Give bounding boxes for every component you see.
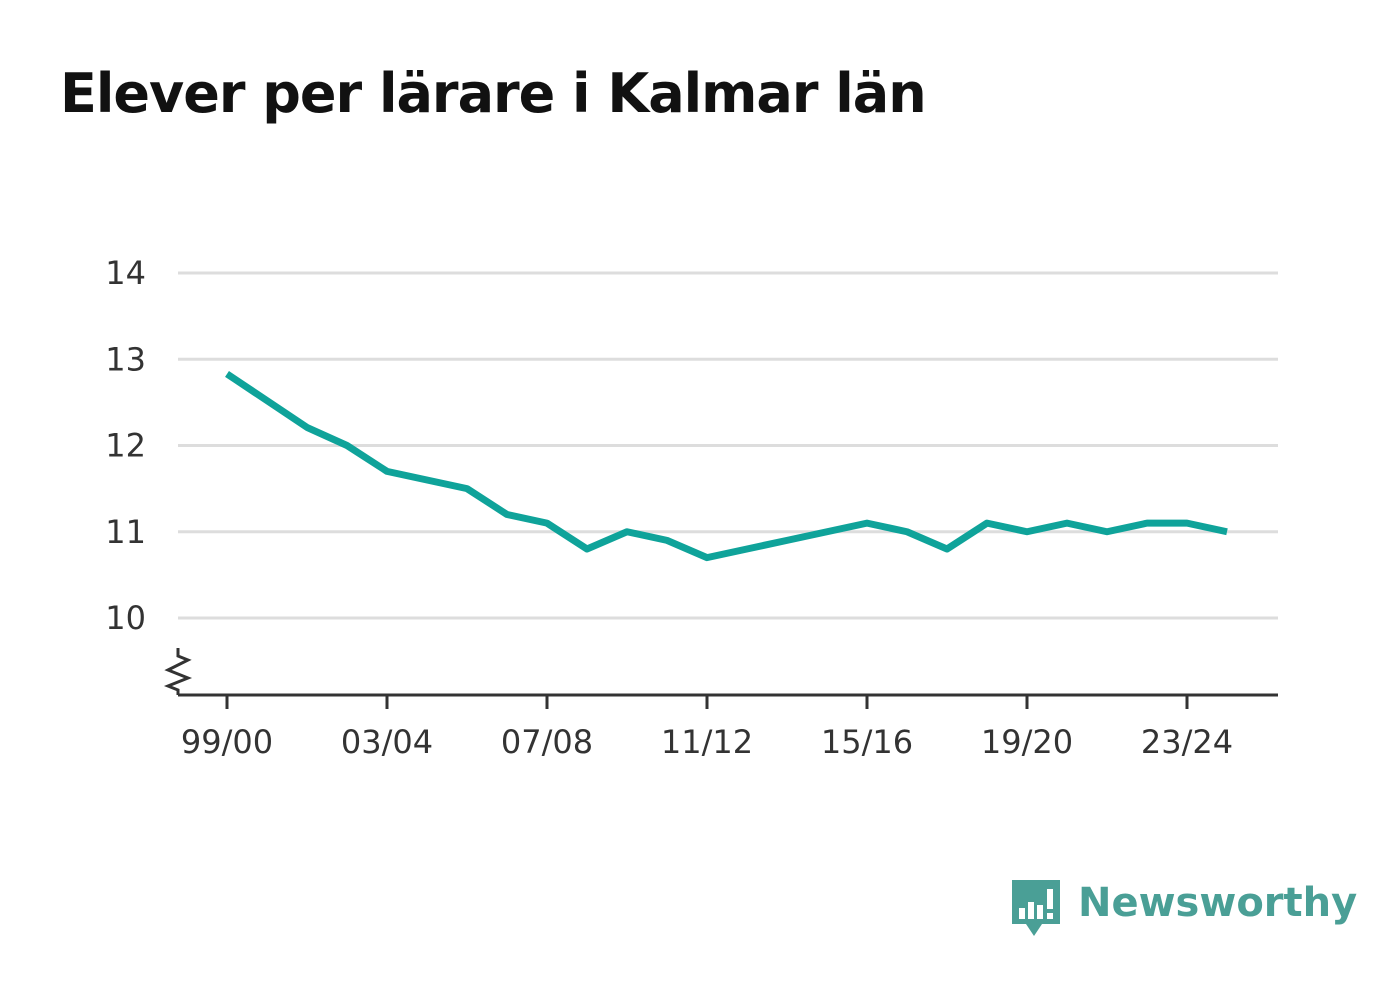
y-tick-labels: 10 11 12 13 14 bbox=[105, 254, 146, 637]
y-tick-label-10: 10 bbox=[105, 599, 146, 637]
chart-title: Elever per lärare i Kalmar län bbox=[60, 62, 927, 125]
y-tick-label-11: 11 bbox=[105, 513, 146, 551]
x-tick-label-23-24: 23/24 bbox=[1141, 723, 1233, 761]
x-tick-label-03-04: 03/04 bbox=[341, 723, 433, 761]
brand-logo: Newsworthy bbox=[1010, 878, 1357, 942]
y-tick-label-14: 14 bbox=[105, 254, 146, 292]
x-tick-label-15-16: 15/16 bbox=[821, 723, 913, 761]
gridlines bbox=[178, 271, 1278, 620]
y-tick-label-13: 13 bbox=[105, 340, 146, 378]
brand-name: Newsworthy bbox=[1078, 880, 1358, 926]
y-tick-label-12: 12 bbox=[105, 427, 146, 465]
x-tick-label-11-12: 11/12 bbox=[661, 723, 753, 761]
series-layer bbox=[225, 371, 1228, 562]
x-tick-label-99-00: 99/00 bbox=[181, 723, 273, 761]
x-tick-label-07-08: 07/08 bbox=[501, 723, 593, 761]
x-tick-labels: 99/00 03/04 07/08 11/12 15/16 19/20 23/24 bbox=[181, 723, 1233, 761]
x-axis bbox=[163, 648, 1278, 709]
x-tick-label-19-20: 19/20 bbox=[981, 723, 1073, 761]
axis-break bbox=[163, 648, 193, 695]
series-line-0 bbox=[225, 371, 1228, 562]
bar-chart-speech-bubble-icon bbox=[1012, 880, 1060, 936]
